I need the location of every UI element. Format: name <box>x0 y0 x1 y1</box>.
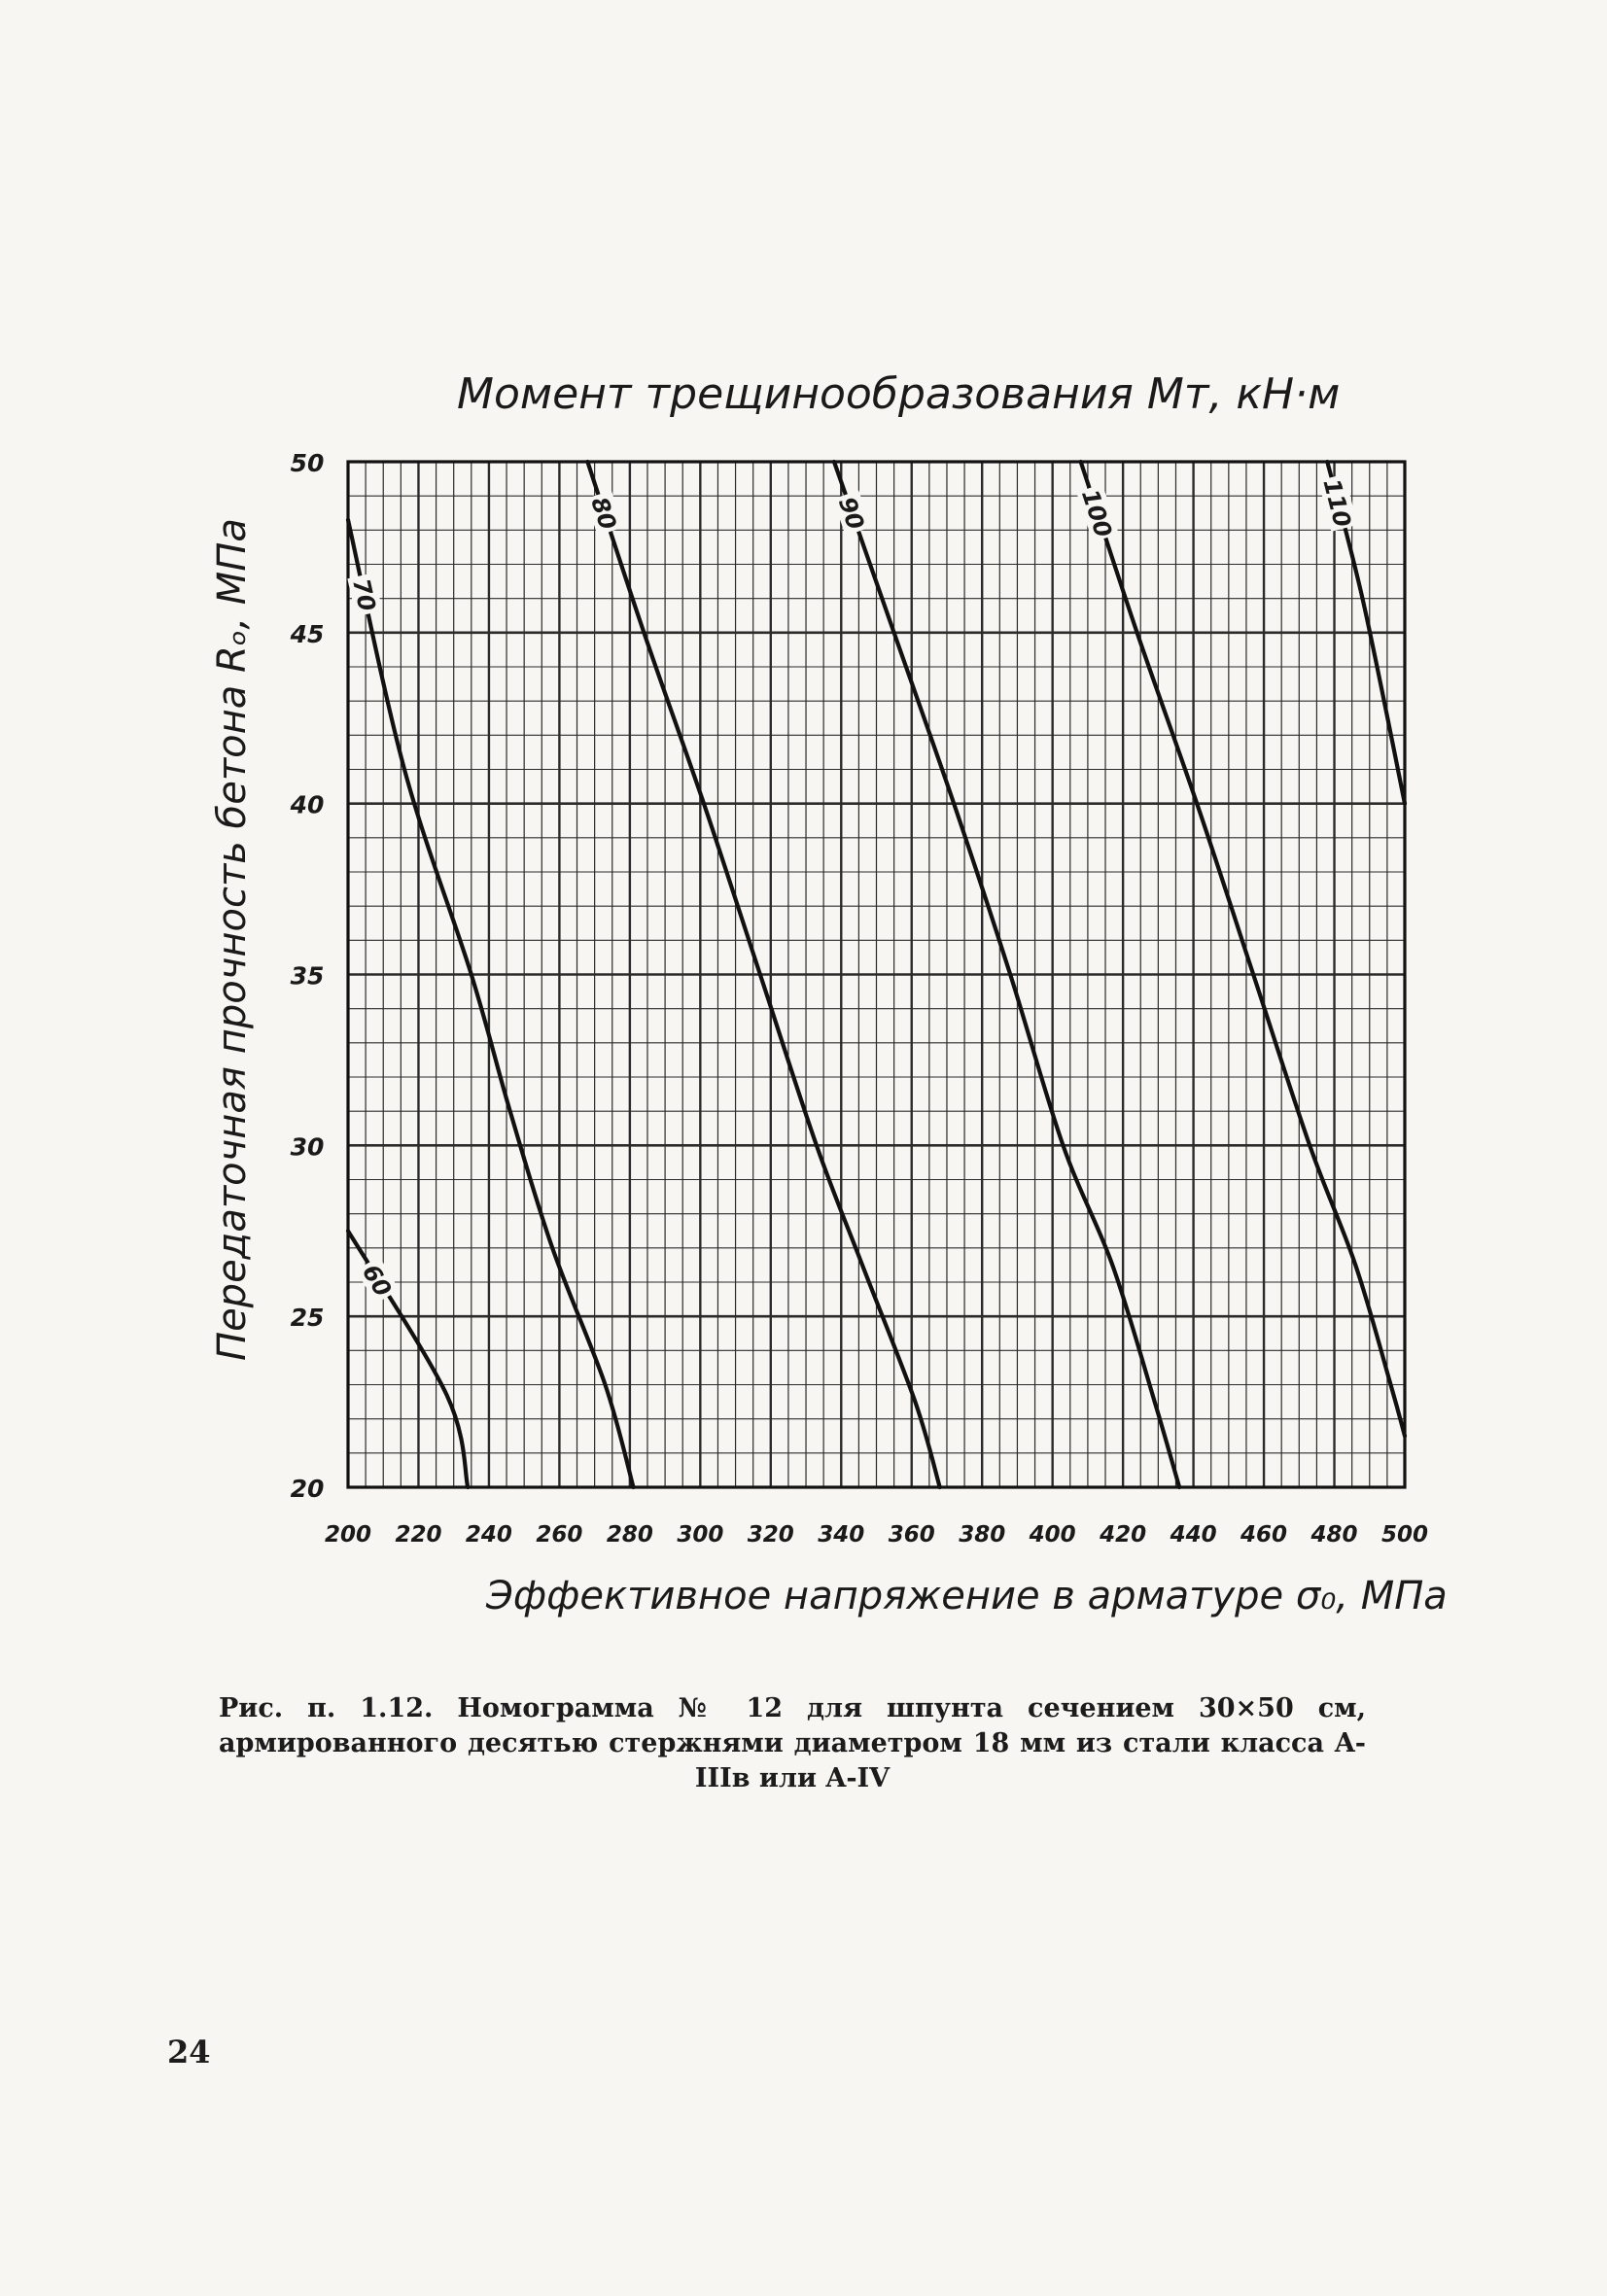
series-label-bg <box>1076 483 1119 542</box>
series-label-90: 90 <box>832 490 872 537</box>
x-axis-ticks: 200 220 240 260 280 300 320 340 360 380 400 420 440 4… <box>325 1522 1428 1548</box>
x-tick-label: 240 <box>466 1522 512 1548</box>
series-label-bg <box>347 573 383 617</box>
series-curve-80 <box>585 459 942 1490</box>
series-label-text: 110 <box>1317 476 1356 530</box>
x-tick-label: 300 <box>677 1522 723 1548</box>
series-label-bg <box>585 490 624 537</box>
series-label-110: 110 <box>1317 473 1358 532</box>
y-tick-label: 45 <box>290 620 325 648</box>
x-tick-label: 260 <box>536 1522 582 1548</box>
x-tick-label: 460 <box>1240 1522 1287 1548</box>
x-tick-label: 420 <box>1099 1522 1146 1548</box>
series-curve-90 <box>831 459 1182 1490</box>
chart-title: Момент трещинообразования Mт, кН·м <box>457 369 1340 419</box>
series-label-text: 70 <box>347 576 381 614</box>
y-tick-label: 40 <box>290 791 325 819</box>
x-tick-label: 200 <box>325 1522 371 1548</box>
series-label-70: 70 <box>347 573 383 617</box>
series-label-bg <box>832 490 872 537</box>
y-tick-label: 35 <box>291 962 325 991</box>
x-tick-label: 280 <box>607 1522 653 1548</box>
x-tick-label: 380 <box>959 1522 1005 1548</box>
y-axis-label: Передаточная прочность бетона Rₒ, МПа <box>210 518 255 1361</box>
plot-frame <box>346 460 1407 1489</box>
series-curve-70 <box>345 517 636 1490</box>
x-tick-label: 480 <box>1310 1522 1358 1548</box>
x-tick-label: 360 <box>889 1522 935 1548</box>
x-tick-label: 340 <box>818 1522 864 1548</box>
series-label-60: 60 <box>356 1256 400 1305</box>
y-axis-ticks: 20 25 30 35 40 45 50 <box>290 449 325 1503</box>
series-label-bg <box>356 1256 400 1305</box>
series-curve-100 <box>1078 459 1408 1439</box>
x-tick-label: 500 <box>1381 1522 1428 1548</box>
series-label-bg <box>1317 473 1358 532</box>
x-tick-label: 400 <box>1029 1522 1076 1548</box>
figure-caption: Рис. п. 1.12. Номограмма № 12 для шпунта… <box>219 1693 1366 1793</box>
x-axis-label: Эффективное напряжение в арматуре σ₀, МП… <box>485 1574 1448 1618</box>
series-label-100: 100 <box>1076 483 1119 542</box>
y-tick-label: 25 <box>291 1304 325 1332</box>
y-tick-label: 30 <box>291 1132 325 1161</box>
page-number: 24 <box>167 2034 211 2070</box>
y-tick-label: 20 <box>291 1475 325 1503</box>
x-tick-label: 440 <box>1170 1522 1217 1548</box>
x-tick-label: 220 <box>395 1522 441 1548</box>
x-tick-label: 320 <box>748 1522 794 1548</box>
chart-grid <box>346 460 1407 1489</box>
series-label-text: 100 <box>1076 486 1117 540</box>
y-tick-label: 50 <box>291 449 325 477</box>
series-label-80: 80 <box>585 490 624 537</box>
